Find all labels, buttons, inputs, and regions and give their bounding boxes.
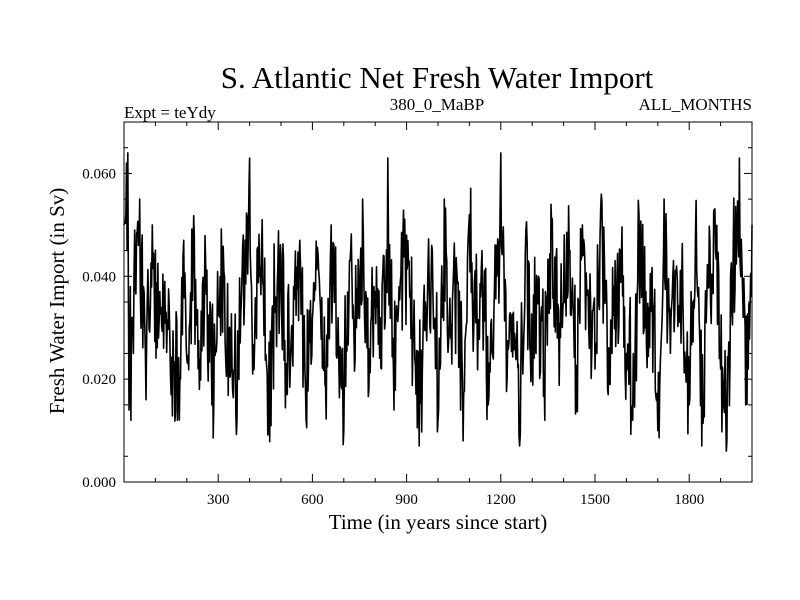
chart-title: S. Atlantic Net Fresh Water Import: [221, 60, 654, 95]
series-group: [123, 152, 753, 452]
y-tick-label: 0.020: [82, 372, 116, 388]
plot-area: 300 600 900 1200 1500 1800 0.000 0.020 0.040 0.06…: [82, 121, 753, 508]
x-tick-label: 1500: [580, 492, 610, 508]
experiment-label: Expt = teYdy: [124, 103, 216, 122]
y-tick-label: 0.060: [82, 166, 116, 182]
x-tick-label: 1200: [486, 492, 516, 508]
x-tick-label: 900: [395, 492, 418, 508]
x-tick-label: 1800: [674, 492, 704, 508]
x-tick-label: 300: [207, 492, 230, 508]
x-axis-label: Time (in years since start): [329, 510, 548, 534]
y-tick-label: 0.040: [82, 269, 116, 285]
period-label: 380_0_MaBP: [390, 95, 484, 114]
months-label: ALL_MONTHS: [639, 95, 752, 114]
y-axis-label: Fresh Water Import (in Sv): [45, 188, 69, 415]
ticks-group: 300 600 900 1200 1500 1800 0.000 0.020 0.040 0.06…: [82, 122, 752, 508]
y-tick-label: 0.000: [82, 475, 116, 491]
series-line: [123, 152, 753, 452]
x-tick-label: 600: [301, 492, 324, 508]
